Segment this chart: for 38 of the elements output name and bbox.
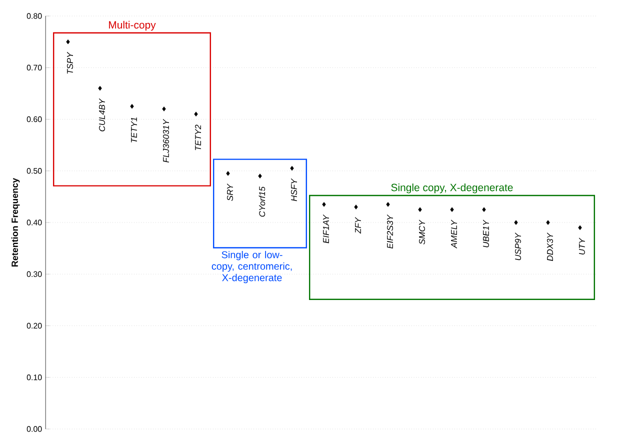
point [226, 171, 230, 176]
x-tick-label: DDX3Y [547, 232, 553, 261]
point [450, 207, 454, 212]
point [290, 166, 294, 171]
point [418, 207, 422, 212]
annotation: Single copy, X-degenerate [391, 184, 513, 194]
x-tick-label: HSFY [291, 178, 297, 202]
point [386, 202, 390, 207]
x-tick-label: TETY1 [131, 118, 137, 142]
annotation: Multi-copy [109, 20, 156, 31]
point [162, 106, 166, 112]
point [482, 207, 486, 212]
x-tick-label: ZFY [355, 217, 361, 234]
point [322, 202, 326, 207]
point [194, 112, 198, 116]
x-tick-label: TETY2 [195, 124, 201, 150]
point [258, 174, 262, 178]
point [354, 204, 358, 210]
point [546, 220, 550, 225]
point [130, 104, 134, 109]
point [66, 39, 70, 44]
x-tick-label: EIF2S3Y [387, 214, 393, 249]
point [514, 220, 518, 225]
x-tick-label: UBE1Y [483, 220, 489, 248]
x-tick-label: SRY [227, 183, 233, 201]
x-tick-label: FLJ36031Y [163, 118, 169, 162]
point [98, 86, 102, 91]
x-tick-label: CYorf15 [258, 186, 266, 217]
x-tick-label: AMELY [451, 220, 457, 248]
x-tick-label: USP9Y [515, 232, 521, 260]
point [578, 225, 582, 230]
annotation: Single or low-copy, centromeric, X-degenerate [212, 250, 292, 284]
x-tick-label: UTY [579, 238, 585, 254]
x-tick-label: TSPY [67, 52, 73, 74]
x-tick-label: SMCY [419, 220, 425, 244]
x-tick-label: EIF1AY [323, 214, 329, 244]
x-tick-label: CUL4BY [99, 98, 105, 132]
y-axis-title: Retention Frequency [11, 178, 20, 266]
